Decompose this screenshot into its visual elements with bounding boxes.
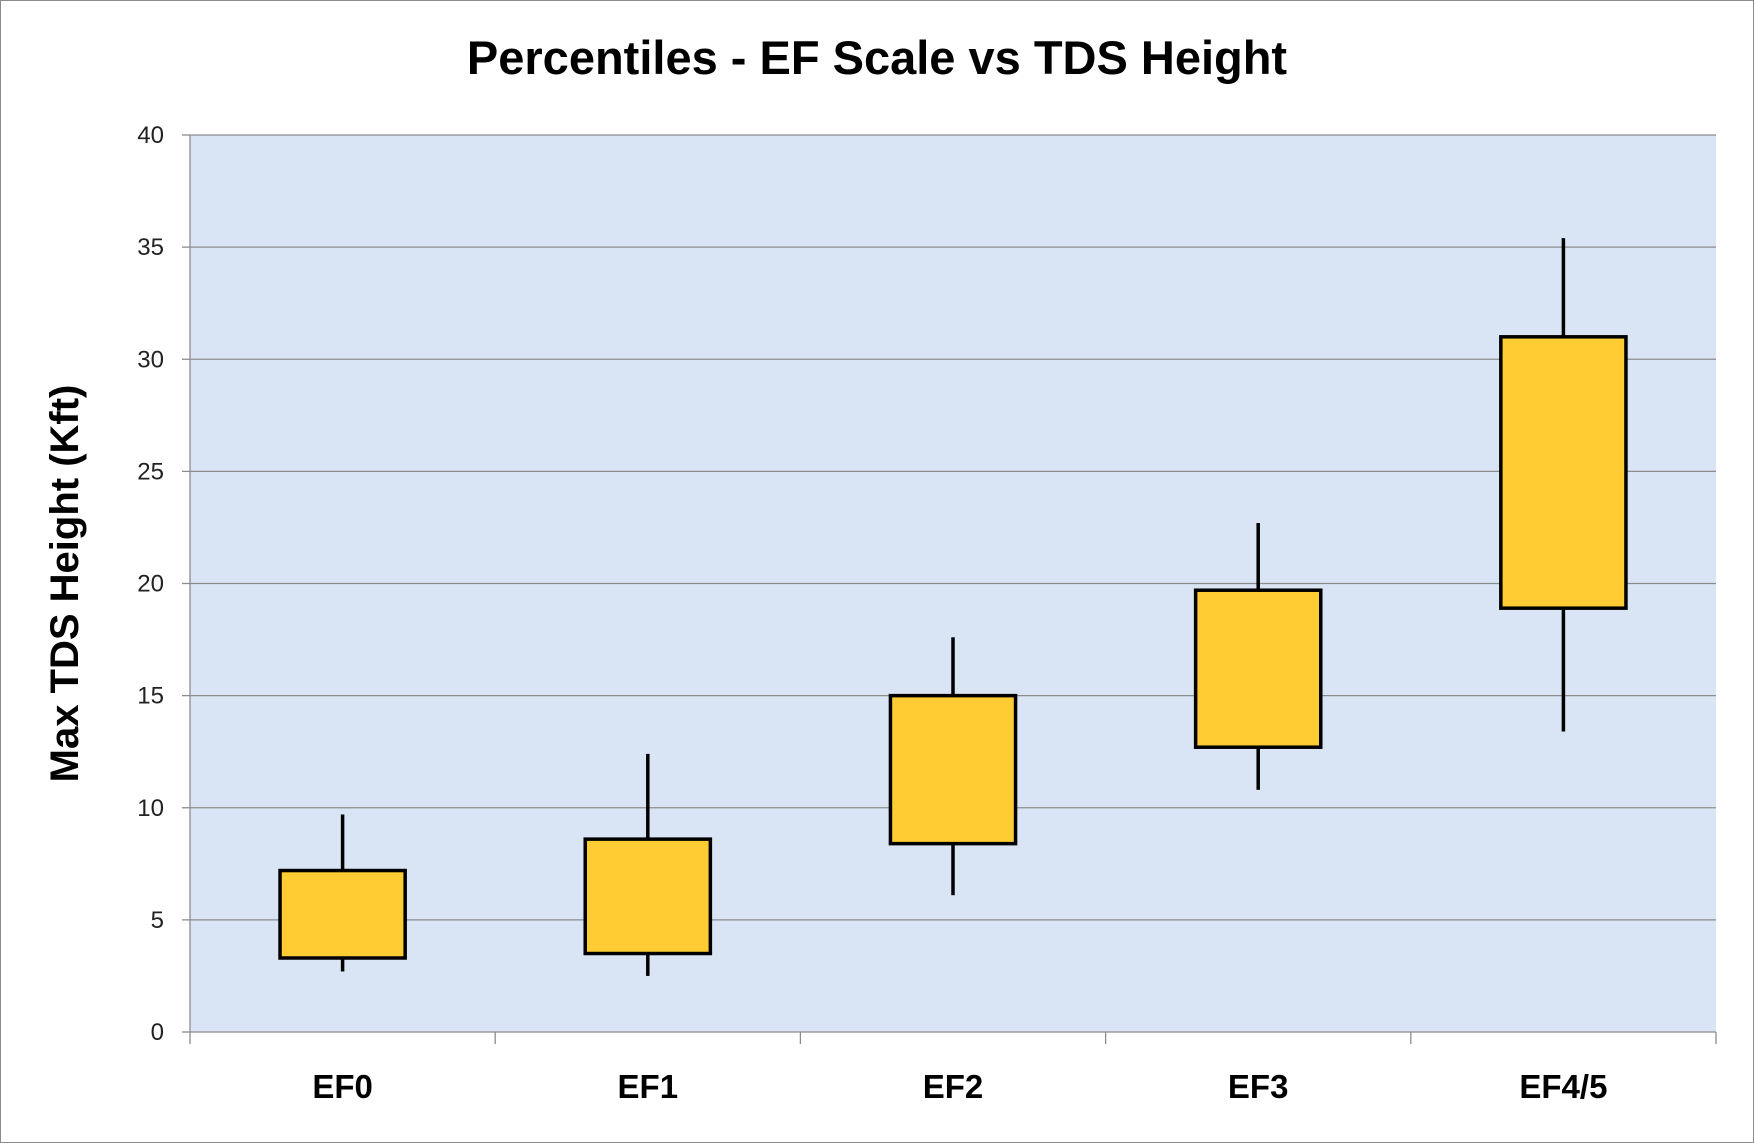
box-body	[888, 693, 1018, 846]
box-ef3	[1193, 522, 1323, 790]
y-tick-label: 40	[137, 122, 164, 149]
y-tick-label: 20	[137, 571, 164, 598]
box-ef1	[583, 753, 713, 976]
box-body	[278, 868, 407, 960]
x-tick-label: EF0	[312, 1068, 373, 1105]
box-body	[583, 837, 713, 956]
box-body	[1193, 588, 1323, 749]
box-body	[1499, 335, 1628, 610]
y-tick-label: 30	[137, 346, 164, 373]
box-ef2	[888, 637, 1018, 896]
y-tick-label: 35	[137, 234, 164, 261]
y-tick-label: 25	[137, 458, 164, 485]
x-tick-label: EF4/5	[1519, 1068, 1607, 1105]
y-tick-label: 10	[137, 795, 164, 822]
y-axis-ticks: 0 5 10 15 20 25 30 35 40	[137, 122, 190, 1046]
x-tick-label: EF3	[1228, 1068, 1289, 1105]
x-tick-label: EF1	[618, 1068, 679, 1105]
box-ef0	[278, 814, 407, 972]
y-tick-label: 0	[151, 1019, 164, 1046]
x-tick-label: EF2	[923, 1068, 984, 1105]
x-axis: EF0 EF1 EF2 EF3 EF4/5	[189, 135, 1717, 1105]
chart-title: Percentiles - EF Scale vs TDS Height	[466, 31, 1288, 84]
box-ef4-5	[1499, 238, 1628, 732]
y-tick-label: 5	[151, 907, 164, 934]
y-tick-label: 15	[137, 683, 164, 710]
boxes	[278, 238, 1628, 976]
y-axis-title: Max TDS Height (Kft)	[43, 385, 87, 783]
